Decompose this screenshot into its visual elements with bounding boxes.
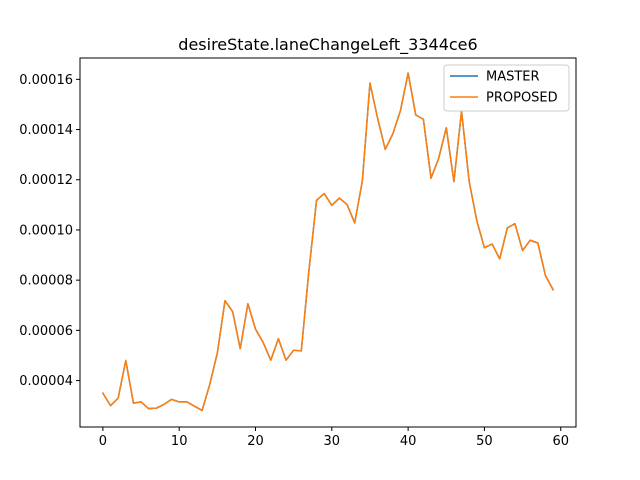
y-tick-label: 0.00008	[19, 274, 73, 289]
y-tick-label: 0.00016	[19, 73, 73, 88]
legend: MASTER PROPOSED	[443, 64, 570, 112]
y-tick-label: 0.00014	[19, 123, 73, 138]
x-tick-label: 10	[171, 434, 188, 449]
x-tick-label: 0	[99, 434, 107, 449]
y-tick-label: 0.00004	[19, 374, 73, 389]
y-tick-label: 0.00006	[19, 324, 73, 339]
series-line-master	[101, 72, 555, 412]
x-tick-label: 40	[400, 434, 417, 449]
x-tick-label: 30	[324, 434, 341, 449]
legend-label-master: MASTER	[486, 70, 540, 85]
y-axis: 0.00004 0.00006 0.00008 0.00010 0.00012 0.000…	[19, 73, 80, 389]
y-tick-label: 0.00012	[19, 173, 73, 188]
x-tick-label: 20	[247, 434, 264, 449]
legend-label-proposed: PROPOSED	[486, 91, 558, 106]
x-axis: 0 10 20 30 40 50 60	[99, 427, 569, 449]
chart-title: desireState.laneChangeLeft_3344ce6	[178, 35, 477, 55]
series-layer	[101, 72, 555, 412]
x-tick-label: 60	[552, 434, 569, 449]
series-line-proposed	[101, 72, 555, 412]
x-tick-label: 50	[476, 434, 493, 449]
y-tick-label: 0.00010	[19, 223, 73, 238]
plot-area-frame	[79, 57, 577, 428]
